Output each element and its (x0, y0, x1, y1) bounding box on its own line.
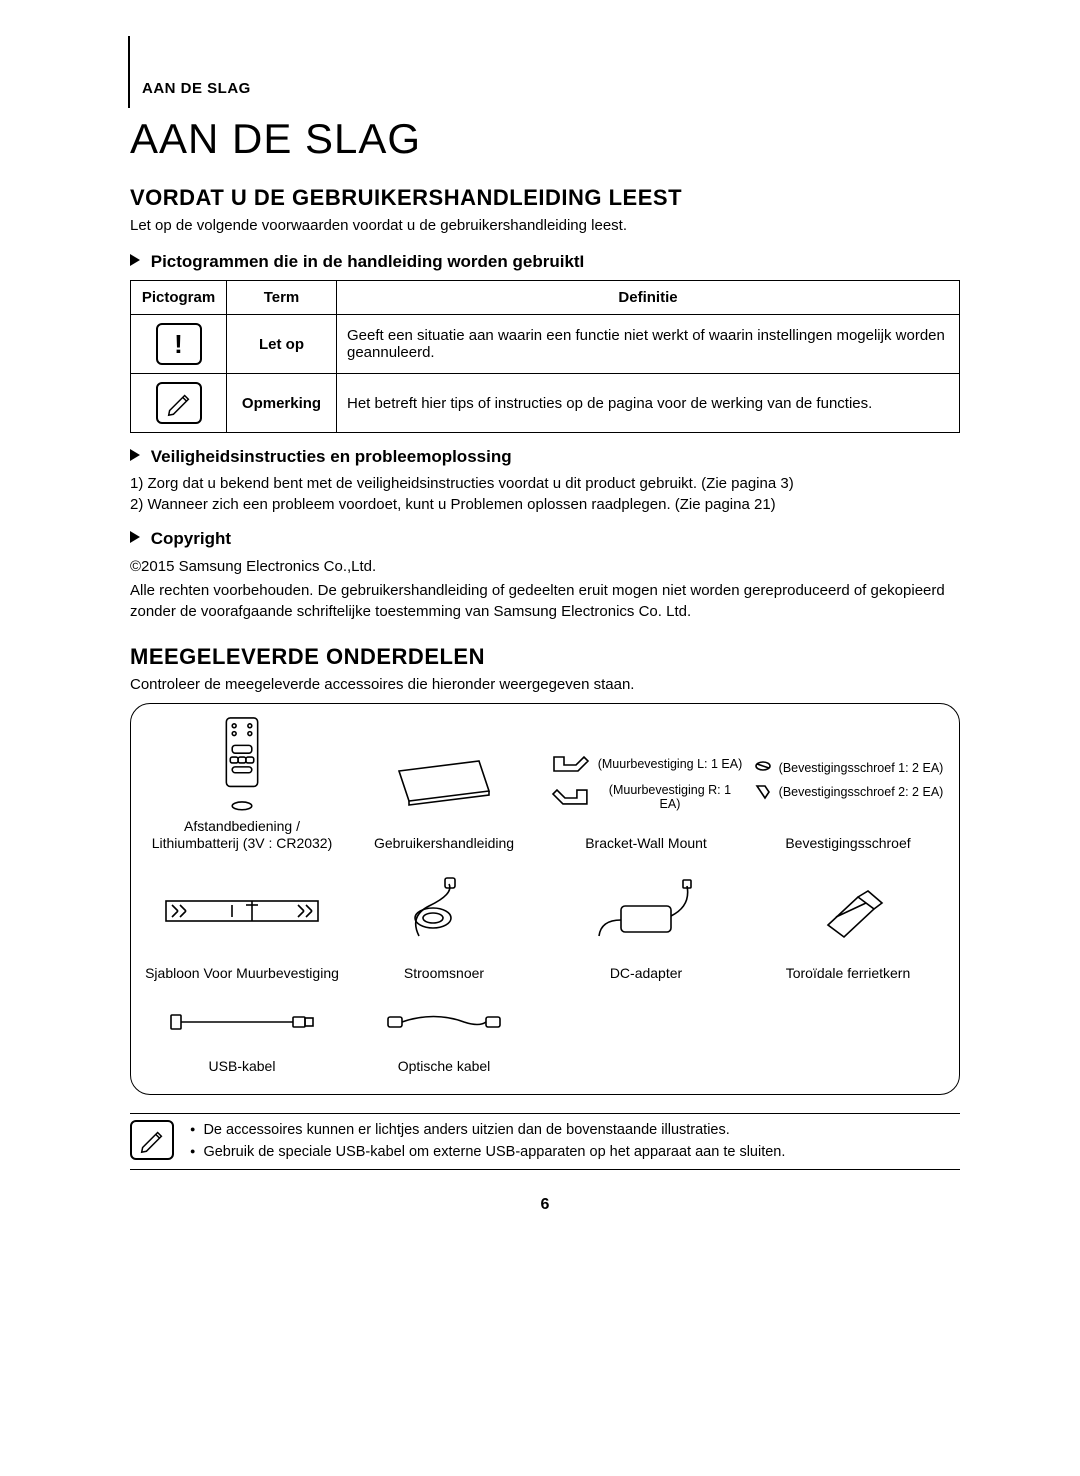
table-row: ! Let op Geeft een situatie aan waarin e… (131, 315, 960, 374)
part-bracket: (Muurbevestiging L: 1 EA) (Muurbevestigi… (549, 716, 743, 853)
page-number: 6 (130, 1196, 960, 1214)
screw-sub-2: (Bevestigingsschroef 2: 2 EA) (779, 785, 944, 799)
accessories-box: Afstandbediening / Lithiumbatterij (3V :… (130, 703, 960, 1095)
part-label: DC-adapter (610, 965, 682, 983)
safety-line-2: 2) Wanneer zich een probleem voordoet, k… (130, 496, 960, 513)
opticalcable-icon (384, 1007, 504, 1037)
part-usb: USB-kabel (145, 992, 339, 1076)
divider (130, 1169, 960, 1170)
note-icon (130, 1120, 174, 1160)
part-label: Bracket-Wall Mount (585, 835, 707, 853)
term-cell: Let op (227, 315, 337, 374)
remote-icon (220, 716, 264, 794)
def-cell: Geeft een situatie aan waarin een functi… (337, 315, 960, 374)
template-icon (162, 891, 322, 931)
bracket-l-icon (550, 751, 592, 777)
part-label: Optische kabel (398, 1058, 491, 1076)
th-pictogram: Pictogram (131, 281, 227, 315)
caution-icon: ! (156, 323, 202, 365)
part-dc: DC-adapter (549, 863, 743, 983)
part-optical: Optische kabel (347, 992, 541, 1076)
screw1-icon (753, 760, 773, 776)
dcadapter-icon (591, 876, 701, 946)
bracket-sub-r: (Muurbevestiging R: 1 EA) (597, 783, 743, 811)
term-cell: Opmerking (227, 374, 337, 433)
part-label: Gebruikershandleiding (374, 835, 514, 853)
part-power: Stroomsnoer (347, 863, 541, 983)
side-rule (128, 36, 130, 108)
part-screws: (Bevestigingsschroef 1: 2 EA) (Bevestigi… (751, 716, 945, 853)
copyright-line-1: ©2015 Samsung Electronics Co.,Ltd. (130, 557, 960, 577)
part-template: Sjabloon Voor Muurbevestiging (145, 863, 339, 983)
safety-line-1: 1) Zorg dat u bekend bent met de veiligh… (130, 475, 960, 492)
bracket-sub-l: (Muurbevestiging L: 1 EA) (598, 757, 743, 771)
screw2-icon (753, 782, 773, 802)
bracket-r-icon (549, 784, 591, 810)
part-label: Sjabloon Voor Muurbevestiging (145, 965, 339, 983)
accessories-grid: Afstandbediening / Lithiumbatterij (3V :… (145, 716, 945, 1076)
usbcable-icon (167, 1007, 317, 1037)
subhead-copyright: Copyright (130, 529, 960, 549)
battery-icon (230, 800, 254, 812)
section2-intro: Controleer de meegeleverde accessoires d… (130, 676, 960, 693)
ferrite-icon (808, 881, 888, 941)
subhead-icons: Pictogrammen die in de handleiding worde… (130, 252, 960, 272)
section1-intro: Let op de volgende voorwaarden voordat u… (130, 217, 960, 234)
screw-sub-1: (Bevestigingsschroef 1: 2 EA) (779, 761, 944, 775)
note-line-1: De accessoires kunnen er lichtjes anders… (190, 1120, 785, 1142)
part-label: Toroïdale ferrietkern (786, 965, 911, 983)
part-manual: Gebruikershandleiding (347, 716, 541, 853)
note-line-2: Gebruik de speciale USB-kabel om externe… (190, 1142, 785, 1164)
manual-page: AAN DE SLAG AAN DE SLAG VORDAT U DE GEBR… (0, 0, 1080, 1254)
part-remote: Afstandbediening / Lithiumbatterij (3V :… (145, 716, 339, 853)
table-row: Opmerking Het betreft hier tips of instr… (131, 374, 960, 433)
pictogram-table: Pictogram Term Definitie ! Let op Geeft … (130, 280, 960, 433)
th-definition: Definitie (337, 281, 960, 315)
subhead-safety-text: Veiligheidsinstructies en probleemoploss… (151, 447, 512, 466)
def-cell: Het betreft hier tips of instructies op … (337, 374, 960, 433)
triangle-icon (130, 531, 140, 543)
triangle-icon (130, 449, 140, 461)
copyright-line-2: Alle rechten voorbehouden. De gebruikers… (130, 581, 960, 622)
divider (130, 1113, 960, 1114)
triangle-icon (130, 254, 140, 266)
note-icon (156, 382, 202, 424)
subhead-copyright-text: Copyright (151, 529, 231, 548)
manual-icon (389, 751, 499, 811)
notes-block: De accessoires kunnen er lichtjes anders… (130, 1113, 960, 1171)
powercord-icon (399, 876, 489, 946)
part-label: Bevestigingsschroef (785, 835, 910, 853)
part-label: Stroomsnoer (404, 965, 484, 983)
section-header: AAN DE SLAG (142, 80, 960, 97)
part-label: USB-kabel (209, 1058, 276, 1076)
section2-heading: MEEGELEVERDE ONDERDELEN (130, 644, 960, 670)
th-term: Term (227, 281, 337, 315)
subhead-icons-text: Pictogrammen die in de handleiding worde… (151, 252, 585, 271)
part-ferrite: Toroïdale ferrietkern (751, 863, 945, 983)
section1-heading: VORDAT U DE GEBRUIKERSHANDLEIDING LEEST (130, 185, 960, 211)
subhead-safety: Veiligheidsinstructies en probleemoploss… (130, 447, 960, 467)
page-title: AAN DE SLAG (130, 115, 960, 163)
part-label: Afstandbediening / Lithiumbatterij (3V :… (145, 818, 339, 853)
